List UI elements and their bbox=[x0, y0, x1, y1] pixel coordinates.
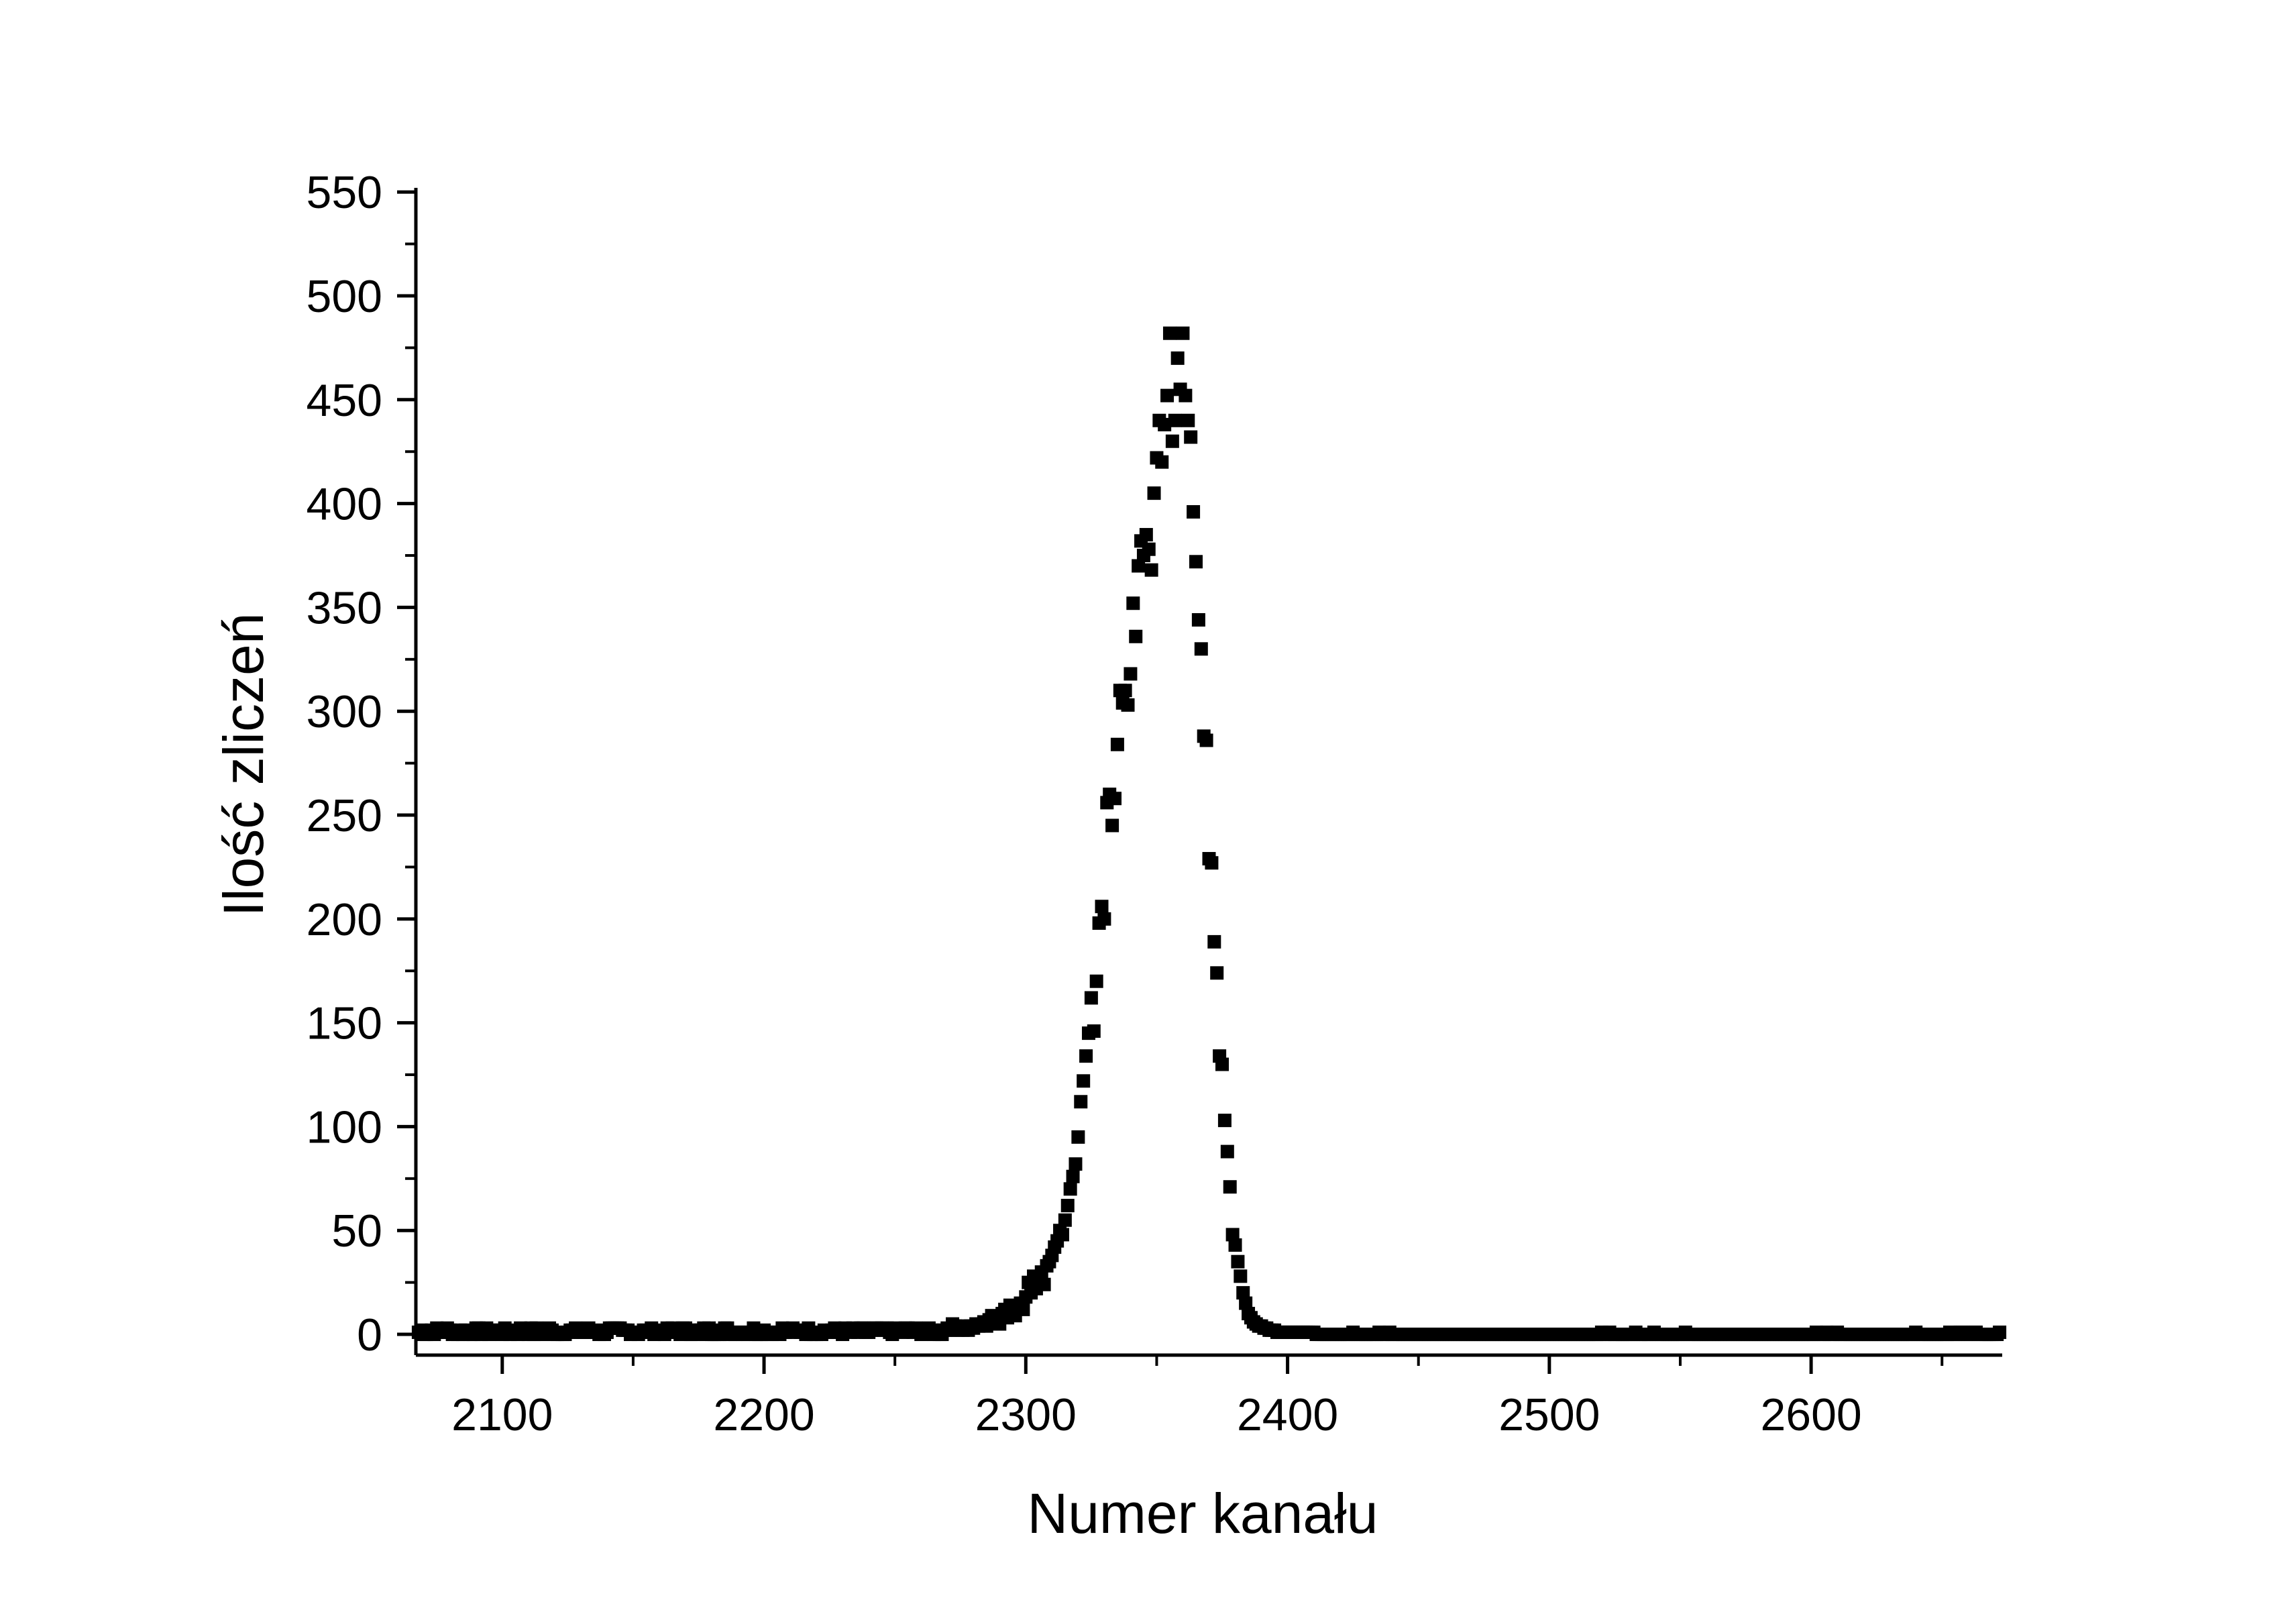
data-point bbox=[1118, 684, 1132, 698]
data-point bbox=[1037, 1277, 1051, 1291]
data-point bbox=[1223, 1180, 1237, 1194]
data-point bbox=[1074, 1095, 1088, 1109]
data-point bbox=[1142, 542, 1156, 556]
data-point bbox=[1084, 991, 1098, 1005]
data-point bbox=[1228, 1238, 1242, 1252]
x-tick-label: 2400 bbox=[1237, 1389, 1338, 1440]
y-tick-label: 450 bbox=[307, 375, 382, 426]
data-point bbox=[1124, 667, 1138, 681]
y-tick-label: 400 bbox=[307, 479, 382, 530]
data-point bbox=[1077, 1074, 1091, 1088]
data-point bbox=[1058, 1213, 1072, 1227]
data-point bbox=[1993, 1325, 2007, 1339]
data-point bbox=[1139, 528, 1153, 542]
data-point bbox=[1132, 559, 1146, 573]
data-point bbox=[1220, 1144, 1234, 1159]
data-point bbox=[1121, 698, 1135, 712]
data-point bbox=[1231, 1254, 1245, 1269]
y-axis-title: Ilość zliczeń bbox=[212, 613, 275, 917]
data-point bbox=[1162, 326, 1177, 340]
data-point bbox=[1176, 326, 1190, 340]
data-point bbox=[1097, 912, 1111, 926]
data-point bbox=[1234, 1269, 1248, 1283]
y-tick-label: 50 bbox=[331, 1206, 382, 1257]
data-point bbox=[1066, 1169, 1080, 1183]
data-point bbox=[1179, 388, 1193, 403]
data-point bbox=[1205, 856, 1219, 870]
data-point bbox=[1126, 596, 1140, 610]
x-axis-title: Numer kanału bbox=[1028, 1482, 1378, 1545]
data-point bbox=[1181, 413, 1195, 427]
data-point bbox=[1158, 417, 1172, 431]
data-point bbox=[1089, 974, 1103, 988]
data-point bbox=[1147, 486, 1161, 500]
data-point bbox=[1187, 504, 1201, 519]
data-point bbox=[1207, 934, 1221, 949]
data-point bbox=[1210, 966, 1224, 980]
data-point bbox=[1194, 642, 1208, 656]
data-point bbox=[1215, 1057, 1229, 1071]
data-point bbox=[1144, 563, 1158, 577]
data-point bbox=[1110, 737, 1124, 751]
data-point bbox=[1087, 1024, 1101, 1038]
y-tick-label: 100 bbox=[307, 1102, 382, 1153]
data-point bbox=[1108, 792, 1122, 806]
x-tick-label: 2100 bbox=[451, 1389, 553, 1440]
y-tick-label: 500 bbox=[307, 271, 382, 322]
data-point bbox=[1016, 1302, 1030, 1316]
data-point bbox=[1225, 1228, 1240, 1242]
data-point bbox=[1105, 818, 1119, 833]
x-tick-label: 2300 bbox=[975, 1389, 1077, 1440]
data-point bbox=[1079, 1049, 1093, 1063]
data-point bbox=[1199, 733, 1213, 747]
y-tick-label: 300 bbox=[307, 686, 382, 737]
data-point bbox=[1165, 434, 1179, 448]
data-point bbox=[1095, 900, 1109, 914]
data-point bbox=[1160, 388, 1174, 403]
y-tick-label: 350 bbox=[307, 582, 382, 633]
data-point bbox=[1168, 413, 1182, 427]
data-point bbox=[1063, 1182, 1077, 1196]
x-tick-label: 2200 bbox=[713, 1389, 814, 1440]
x-tick-label: 2600 bbox=[1760, 1389, 1861, 1440]
data-points bbox=[411, 326, 2007, 1342]
data-point bbox=[1184, 430, 1198, 444]
data-point bbox=[1071, 1130, 1085, 1144]
axes: 0 50 100 150 200 250 300 350 400 450 500 550 2100 220… bbox=[307, 167, 2002, 1440]
data-point bbox=[1155, 455, 1169, 469]
y-tick-label: 150 bbox=[307, 998, 382, 1049]
y-tick-label: 200 bbox=[307, 894, 382, 945]
data-point bbox=[1055, 1228, 1069, 1242]
x-tick-label: 2500 bbox=[1498, 1389, 1600, 1440]
data-point bbox=[1239, 1296, 1253, 1310]
y-tick-label: 550 bbox=[307, 167, 382, 218]
data-point bbox=[1170, 351, 1185, 365]
data-point bbox=[1217, 1114, 1232, 1128]
data-point bbox=[1060, 1199, 1075, 1213]
data-point bbox=[1189, 555, 1203, 569]
y-tick-label: 250 bbox=[307, 790, 382, 841]
y-tick-label: 0 bbox=[357, 1309, 382, 1360]
data-point bbox=[1236, 1286, 1250, 1300]
data-point bbox=[1069, 1157, 1083, 1171]
data-point bbox=[1129, 629, 1143, 643]
data-point bbox=[1191, 612, 1205, 627]
